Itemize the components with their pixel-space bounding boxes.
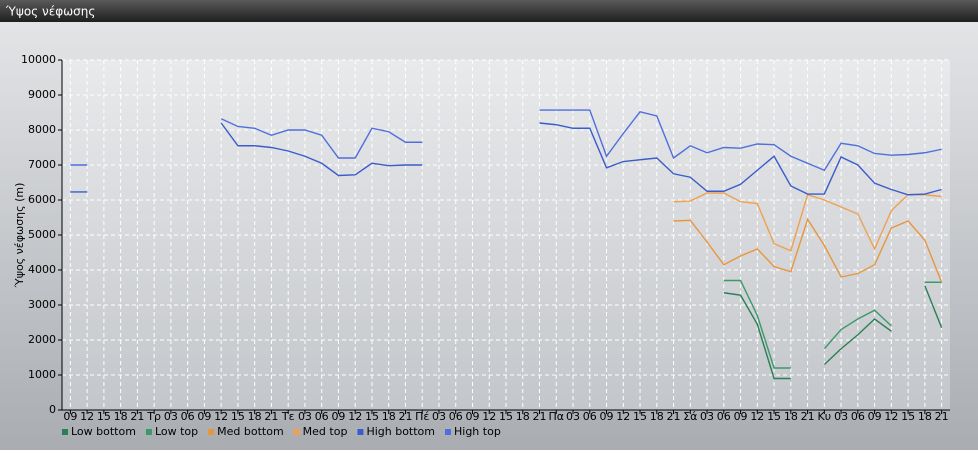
y-tick-label: 8000 [28, 123, 56, 136]
chart-title: Ύψος νέφωσης [5, 5, 95, 19]
x-tick-label: 12 [80, 410, 94, 423]
y-tick-label: 3000 [28, 298, 56, 311]
x-tick-label: 09 [734, 410, 748, 423]
x-tick-label: 12 [616, 410, 630, 423]
x-tick-label: 18 [114, 410, 128, 423]
legend-swatch [208, 429, 215, 435]
x-tick-label: 09 [331, 410, 345, 423]
legend-label: Med bottom [217, 425, 284, 438]
x-tick-label: 03 [298, 410, 312, 423]
x-tick-label: 06 [449, 410, 463, 423]
x-tick-label: 18 [918, 410, 932, 423]
legend-label: High top [454, 425, 501, 438]
x-tick-label: 12 [482, 410, 496, 423]
x-tick-label: 21 [935, 410, 949, 423]
x-tick-label: 18 [248, 410, 262, 423]
x-tick-label: Πα [548, 410, 564, 423]
series-line [673, 217, 943, 283]
x-tick-label: 21 [130, 410, 144, 423]
legend-swatch [445, 429, 451, 435]
x-tick-label: Τε [281, 410, 295, 423]
x-tick-label: Πέ [415, 410, 429, 423]
x-tick-label: 18 [650, 410, 664, 423]
legend-label: High bottom [366, 425, 435, 438]
x-tick-label: 09 [465, 410, 479, 423]
x-tick-label: Σά [683, 410, 697, 423]
x-tick-label: 09 [197, 410, 211, 423]
x-tick-label: 21 [264, 410, 278, 423]
x-tick-label: 06 [851, 410, 865, 423]
x-tick-label: Τρ [146, 410, 161, 423]
x-tick-label: 15 [633, 410, 647, 423]
x-tick-label: 21 [398, 410, 412, 423]
legend-label: Low top [155, 425, 198, 438]
series-line [70, 109, 942, 172]
legend-swatch [62, 429, 68, 435]
legend-label: Low bottom [71, 425, 136, 438]
x-tick-label: 12 [884, 410, 898, 423]
y-tick-label: 2000 [28, 333, 56, 346]
x-tick-label: 15 [901, 410, 915, 423]
x-tick-label: 03 [834, 410, 848, 423]
y-tick-label: 10000 [21, 53, 56, 66]
legend-swatch [293, 429, 300, 435]
x-tick-label: 12 [750, 410, 764, 423]
x-tick-label: 03 [700, 410, 714, 423]
y-tick-label: 1000 [28, 368, 56, 381]
series-line [70, 122, 942, 196]
legend-swatch [145, 429, 152, 435]
x-tick-label: 21 [533, 410, 547, 423]
y-tick-label: 6000 [28, 193, 56, 206]
x-tick-label: 06 [717, 410, 731, 423]
x-tick-label: 15 [365, 410, 379, 423]
x-tick-label: 03 [432, 410, 446, 423]
x-tick-label: 06 [315, 410, 329, 423]
y-tick-label: 4000 [28, 263, 56, 276]
x-tick-label: 12 [214, 410, 228, 423]
x-tick-label: 18 [516, 410, 530, 423]
series-line [723, 285, 943, 380]
x-tick-label: 03 [566, 410, 580, 423]
x-tick-label: 09 [63, 410, 77, 423]
series-line [723, 279, 942, 369]
y-tick-label: 7000 [28, 158, 56, 171]
x-tick-label: 15 [97, 410, 111, 423]
x-tick-label: 12 [348, 410, 362, 423]
x-tick-label: 18 [784, 410, 798, 423]
title-bar [0, 0, 978, 22]
x-tick-label: Κυ [818, 410, 832, 423]
x-tick-label: 21 [801, 410, 815, 423]
x-tick-label: 21 [667, 410, 681, 423]
legend-label: Med top [303, 425, 348, 438]
x-tick-label: 15 [231, 410, 245, 423]
y-tick-label: 5000 [28, 228, 56, 241]
y-tick-label: 0 [49, 403, 56, 416]
x-tick-label: 15 [767, 410, 781, 423]
x-tick-label: 06 [583, 410, 597, 423]
x-tick-label: 06 [181, 410, 195, 423]
legend-swatch [357, 429, 364, 435]
y-tick-label: 9000 [28, 88, 56, 101]
x-tick-label: 18 [382, 410, 396, 423]
x-tick-label: 09 [600, 410, 614, 423]
x-tick-label: 15 [499, 410, 513, 423]
x-tick-label: 03 [164, 410, 178, 423]
x-tick-label: 09 [868, 410, 882, 423]
y-axis-title: Ύψος νέφωσης (m) [13, 183, 26, 289]
